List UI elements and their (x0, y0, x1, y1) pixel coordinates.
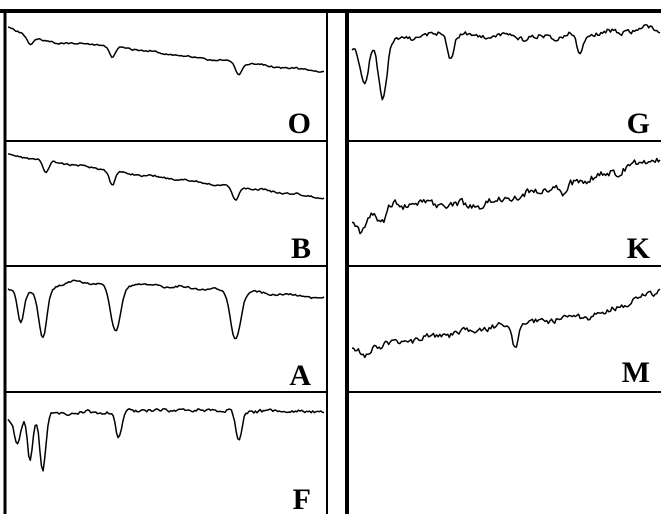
spectrum-trace-F (7, 408, 325, 472)
panel-label-F: F (293, 483, 311, 514)
spectrum-trace-G (351, 23, 661, 101)
panel-label-O: O (288, 107, 311, 140)
panel-label-G: G (627, 107, 650, 140)
panel-label-K: K (627, 232, 651, 265)
panel-labels: O B A F G K M (288, 107, 651, 514)
panel-label-A: A (289, 359, 311, 392)
spectra-traces (7, 23, 661, 472)
panel-frame (0, 9, 661, 514)
spectrum-trace-B (7, 153, 325, 201)
spectrum-trace-A (7, 279, 325, 340)
panel-label-B: B (291, 232, 311, 265)
spectrum-trace-K (351, 157, 661, 235)
spectrum-trace-M (351, 288, 661, 359)
panel-label-M: M (622, 356, 650, 389)
spectrum-trace-O (7, 26, 324, 76)
